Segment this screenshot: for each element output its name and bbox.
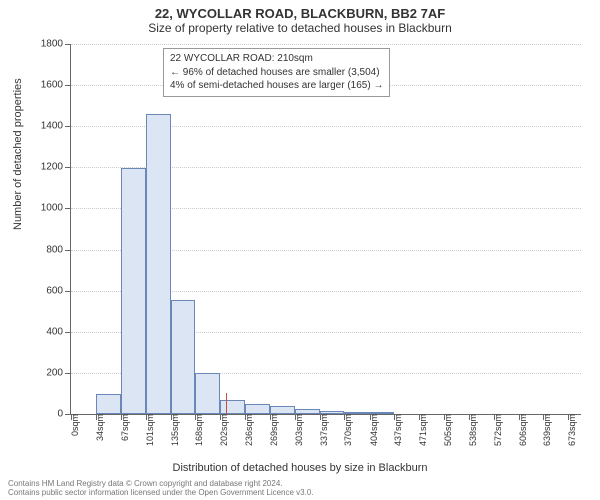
- y-tick-label: 600: [46, 285, 71, 296]
- histogram-bar: [344, 412, 369, 414]
- x-tick-label: 269sqm: [261, 414, 279, 446]
- y-tick-label: 1000: [41, 203, 71, 214]
- x-axis-title: Distribution of detached houses by size …: [0, 462, 600, 474]
- page-title: 22, WYCOLLAR ROAD, BLACKBURN, BB2 7AF: [0, 0, 600, 21]
- x-tick-label: 471sqm: [410, 414, 428, 446]
- annotation-line-1: 22 WYCOLLAR ROAD: 210sqm: [170, 52, 383, 66]
- histogram-bar: [96, 394, 120, 414]
- histogram-bar: [270, 406, 295, 414]
- subject-marker: [226, 393, 227, 414]
- histogram-bar: [121, 168, 146, 414]
- x-tick-label: 303sqm: [286, 414, 304, 446]
- x-tick-label: 101sqm: [137, 414, 155, 446]
- histogram-bar: [320, 411, 344, 414]
- x-tick-label: 67sqm: [112, 414, 130, 441]
- x-tick-label: 606sqm: [510, 414, 528, 446]
- page-subtitle: Size of property relative to detached ho…: [0, 21, 600, 37]
- footer-attribution: Contains HM Land Registry data © Crown c…: [8, 479, 314, 498]
- x-tick-label: 370sqm: [335, 414, 353, 446]
- histogram-chart: 0200400600800100012001400160018000sqm34s…: [70, 44, 580, 414]
- annotation-line-2: ← 96% of detached houses are smaller (3,…: [170, 66, 383, 80]
- y-axis-title: Number of detached properties: [12, 78, 24, 230]
- x-tick-label: 572sqm: [485, 414, 503, 446]
- histogram-bar: [146, 114, 171, 414]
- gridline: [71, 44, 581, 45]
- x-tick-label: 639sqm: [534, 414, 552, 446]
- x-tick-label: 404sqm: [361, 414, 379, 446]
- y-tick-label: 1200: [41, 162, 71, 173]
- x-tick-label: 538sqm: [460, 414, 478, 446]
- footer-line-2: Contains public sector information licen…: [8, 488, 314, 498]
- histogram-bar: [195, 373, 220, 414]
- x-tick-label: 135sqm: [162, 414, 180, 446]
- plot-area: 0200400600800100012001400160018000sqm34s…: [70, 44, 581, 415]
- x-tick-label: 505sqm: [435, 414, 453, 446]
- x-tick-label: 168sqm: [186, 414, 204, 446]
- histogram-bar: [370, 412, 394, 414]
- x-tick-label: 337sqm: [311, 414, 329, 446]
- y-tick-label: 800: [46, 244, 71, 255]
- x-tick-label: 236sqm: [236, 414, 254, 446]
- histogram-bar: [245, 404, 269, 414]
- x-tick-label: 673sqm: [559, 414, 577, 446]
- x-tick-label: 34sqm: [87, 414, 105, 441]
- x-tick-label: 0sqm: [62, 414, 80, 436]
- y-tick-label: 1400: [41, 121, 71, 132]
- y-tick-label: 400: [46, 326, 71, 337]
- y-tick-label: 1600: [41, 80, 71, 91]
- y-tick-label: 200: [46, 367, 71, 378]
- histogram-bar: [220, 400, 245, 414]
- histogram-bar: [295, 409, 320, 414]
- annotation-box: 22 WYCOLLAR ROAD: 210sqm ← 96% of detach…: [163, 48, 390, 97]
- x-tick-label: 202sqm: [211, 414, 229, 446]
- annotation-line-3: 4% of semi-detached houses are larger (1…: [170, 79, 383, 93]
- footer-line-1: Contains HM Land Registry data © Crown c…: [8, 479, 314, 489]
- y-tick-label: 1800: [41, 39, 71, 50]
- histogram-bar: [171, 300, 195, 414]
- x-tick-label: 437sqm: [385, 414, 403, 446]
